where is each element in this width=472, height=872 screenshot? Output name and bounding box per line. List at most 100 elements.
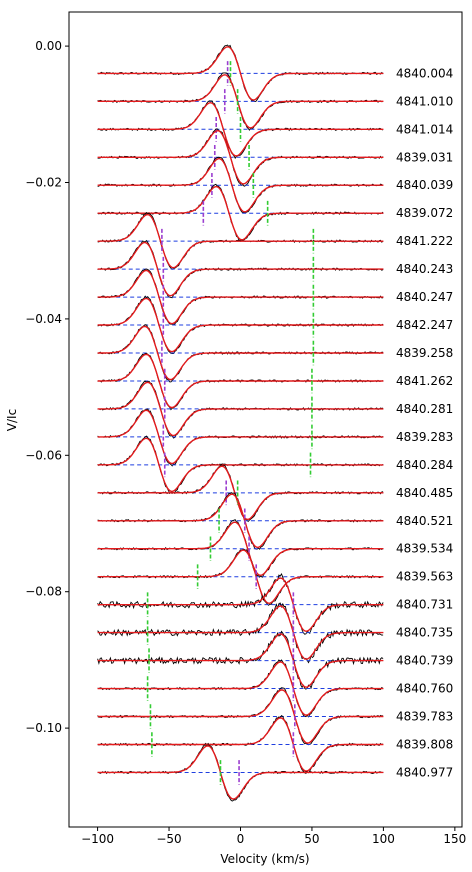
- observed-profile: [97, 573, 384, 635]
- profile-25: 4840.977: [97, 744, 453, 802]
- model-profile: [97, 717, 384, 772]
- model-profile: [97, 297, 384, 353]
- profile-label: 4840.004: [396, 66, 453, 80]
- y-tick-label: −0.10: [25, 721, 62, 735]
- profile-label: 4840.760: [396, 682, 453, 696]
- profile-12: 4840.281: [97, 380, 453, 439]
- model-profile: [97, 213, 384, 269]
- model-profile: [97, 521, 384, 577]
- profile-label: 4840.039: [396, 178, 453, 192]
- profile-label: 4841.014: [396, 122, 453, 136]
- model-profile: [97, 353, 384, 409]
- model-profile: [97, 493, 384, 549]
- profile-label: 4839.283: [396, 430, 453, 444]
- profile-label: 4839.258: [396, 346, 453, 360]
- x-tick-label: −100: [81, 832, 114, 846]
- profile-6: 4841.222: [97, 212, 453, 270]
- profile-label: 4840.247: [396, 290, 453, 304]
- x-tick-label: 50: [304, 832, 319, 846]
- model-profile: [97, 157, 384, 213]
- profile-11: 4841.262: [97, 352, 453, 411]
- profile-20: 4840.735: [97, 602, 453, 664]
- profile-14: 4840.284: [97, 435, 453, 494]
- profile-21: 4840.739: [97, 630, 453, 690]
- profile-label: 4840.243: [396, 262, 453, 276]
- profile-label: 4839.072: [396, 206, 453, 220]
- profile-label: 4840.284: [396, 458, 453, 472]
- profile-17: 4839.534: [97, 519, 453, 579]
- model-profile: [97, 46, 384, 101]
- profile-label: 4840.977: [396, 765, 453, 779]
- profile-13: 4839.283: [97, 408, 453, 467]
- profile-22: 4840.760: [97, 659, 453, 718]
- plot-area: 4840.004 4841.010 4841.014 4839.031 4840.039…: [97, 44, 453, 802]
- model-profile: [97, 633, 384, 688]
- x-axis: −100 −50 0 50 100 150: [81, 827, 466, 846]
- x-tick-label: −50: [156, 832, 181, 846]
- profile-0: 4840.004: [97, 44, 453, 103]
- profile-label: 4839.783: [396, 710, 453, 724]
- profile-7: 4840.243: [97, 239, 453, 299]
- profile-label: 4840.281: [396, 402, 453, 416]
- model-profile: [97, 745, 384, 800]
- model-profile: [97, 689, 384, 744]
- y-tick-label: −0.02: [25, 176, 62, 190]
- profile-4: 4840.039: [97, 156, 453, 214]
- model-profile: [97, 577, 384, 633]
- model-profile: [97, 437, 384, 493]
- x-axis-label: Velocity (km/s): [220, 852, 309, 866]
- profile-10: 4839.258: [97, 324, 453, 383]
- model-profile: [97, 101, 384, 157]
- model-profile: [97, 325, 384, 381]
- profile-label: 4842.247: [396, 318, 453, 332]
- profile-label: 4839.808: [396, 737, 453, 751]
- y-tick-label: −0.06: [25, 448, 62, 462]
- y-tick-label: 0.00: [35, 39, 62, 53]
- profile-label: 4839.031: [396, 150, 453, 164]
- observed-profile: [97, 352, 384, 411]
- model-profile: [97, 269, 384, 325]
- model-profile: [97, 549, 384, 605]
- profile-label: 4841.222: [396, 234, 453, 248]
- profile-9: 4842.247: [97, 295, 453, 354]
- profile-16: 4840.521: [97, 492, 453, 550]
- model-profile: [97, 74, 384, 129]
- profile-24: 4839.808: [97, 714, 453, 774]
- profile-label: 4840.731: [396, 598, 453, 612]
- profile-label: 4840.485: [396, 486, 453, 500]
- profile-5: 4839.072: [97, 183, 453, 242]
- y-axis-label: V/Ic: [5, 409, 19, 431]
- profile-1: 4841.010: [97, 72, 453, 131]
- x-tick-label: 0: [237, 832, 245, 846]
- profile-18: 4839.563: [97, 548, 453, 606]
- profile-label: 4840.521: [396, 514, 453, 528]
- profile-15: 4840.485: [97, 463, 453, 523]
- model-profile: [97, 409, 384, 465]
- y-axis: 0.00 −0.02 −0.04 −0.06 −0.08 −0.10: [25, 39, 69, 735]
- profile-8: 4840.247: [97, 268, 453, 326]
- profile-3: 4839.031: [97, 128, 453, 187]
- profile-2: 4841.014: [97, 100, 453, 160]
- profile-19: 4840.731: [97, 573, 453, 635]
- profile-label: 4839.534: [396, 542, 453, 556]
- model-profile: [97, 241, 384, 297]
- profile-label: 4841.010: [396, 94, 453, 108]
- profile-label: 4840.739: [396, 654, 453, 668]
- y-tick-label: −0.08: [25, 585, 62, 599]
- profile-label: 4839.563: [396, 570, 453, 584]
- model-profile: [97, 185, 384, 241]
- model-profile: [97, 605, 384, 660]
- model-profile: [97, 129, 384, 185]
- y-tick-label: −0.04: [25, 312, 62, 326]
- model-profile: [97, 465, 384, 521]
- profile-label: 4840.735: [396, 626, 453, 640]
- profile-23: 4839.783: [97, 687, 453, 746]
- profile-label: 4841.262: [396, 374, 453, 388]
- model-profile: [97, 381, 384, 437]
- model-profile: [97, 661, 384, 716]
- x-tick-label: 150: [443, 832, 466, 846]
- observed-profile: [97, 239, 384, 299]
- plot-frame: [68, 11, 463, 828]
- x-tick-label: 100: [372, 832, 395, 846]
